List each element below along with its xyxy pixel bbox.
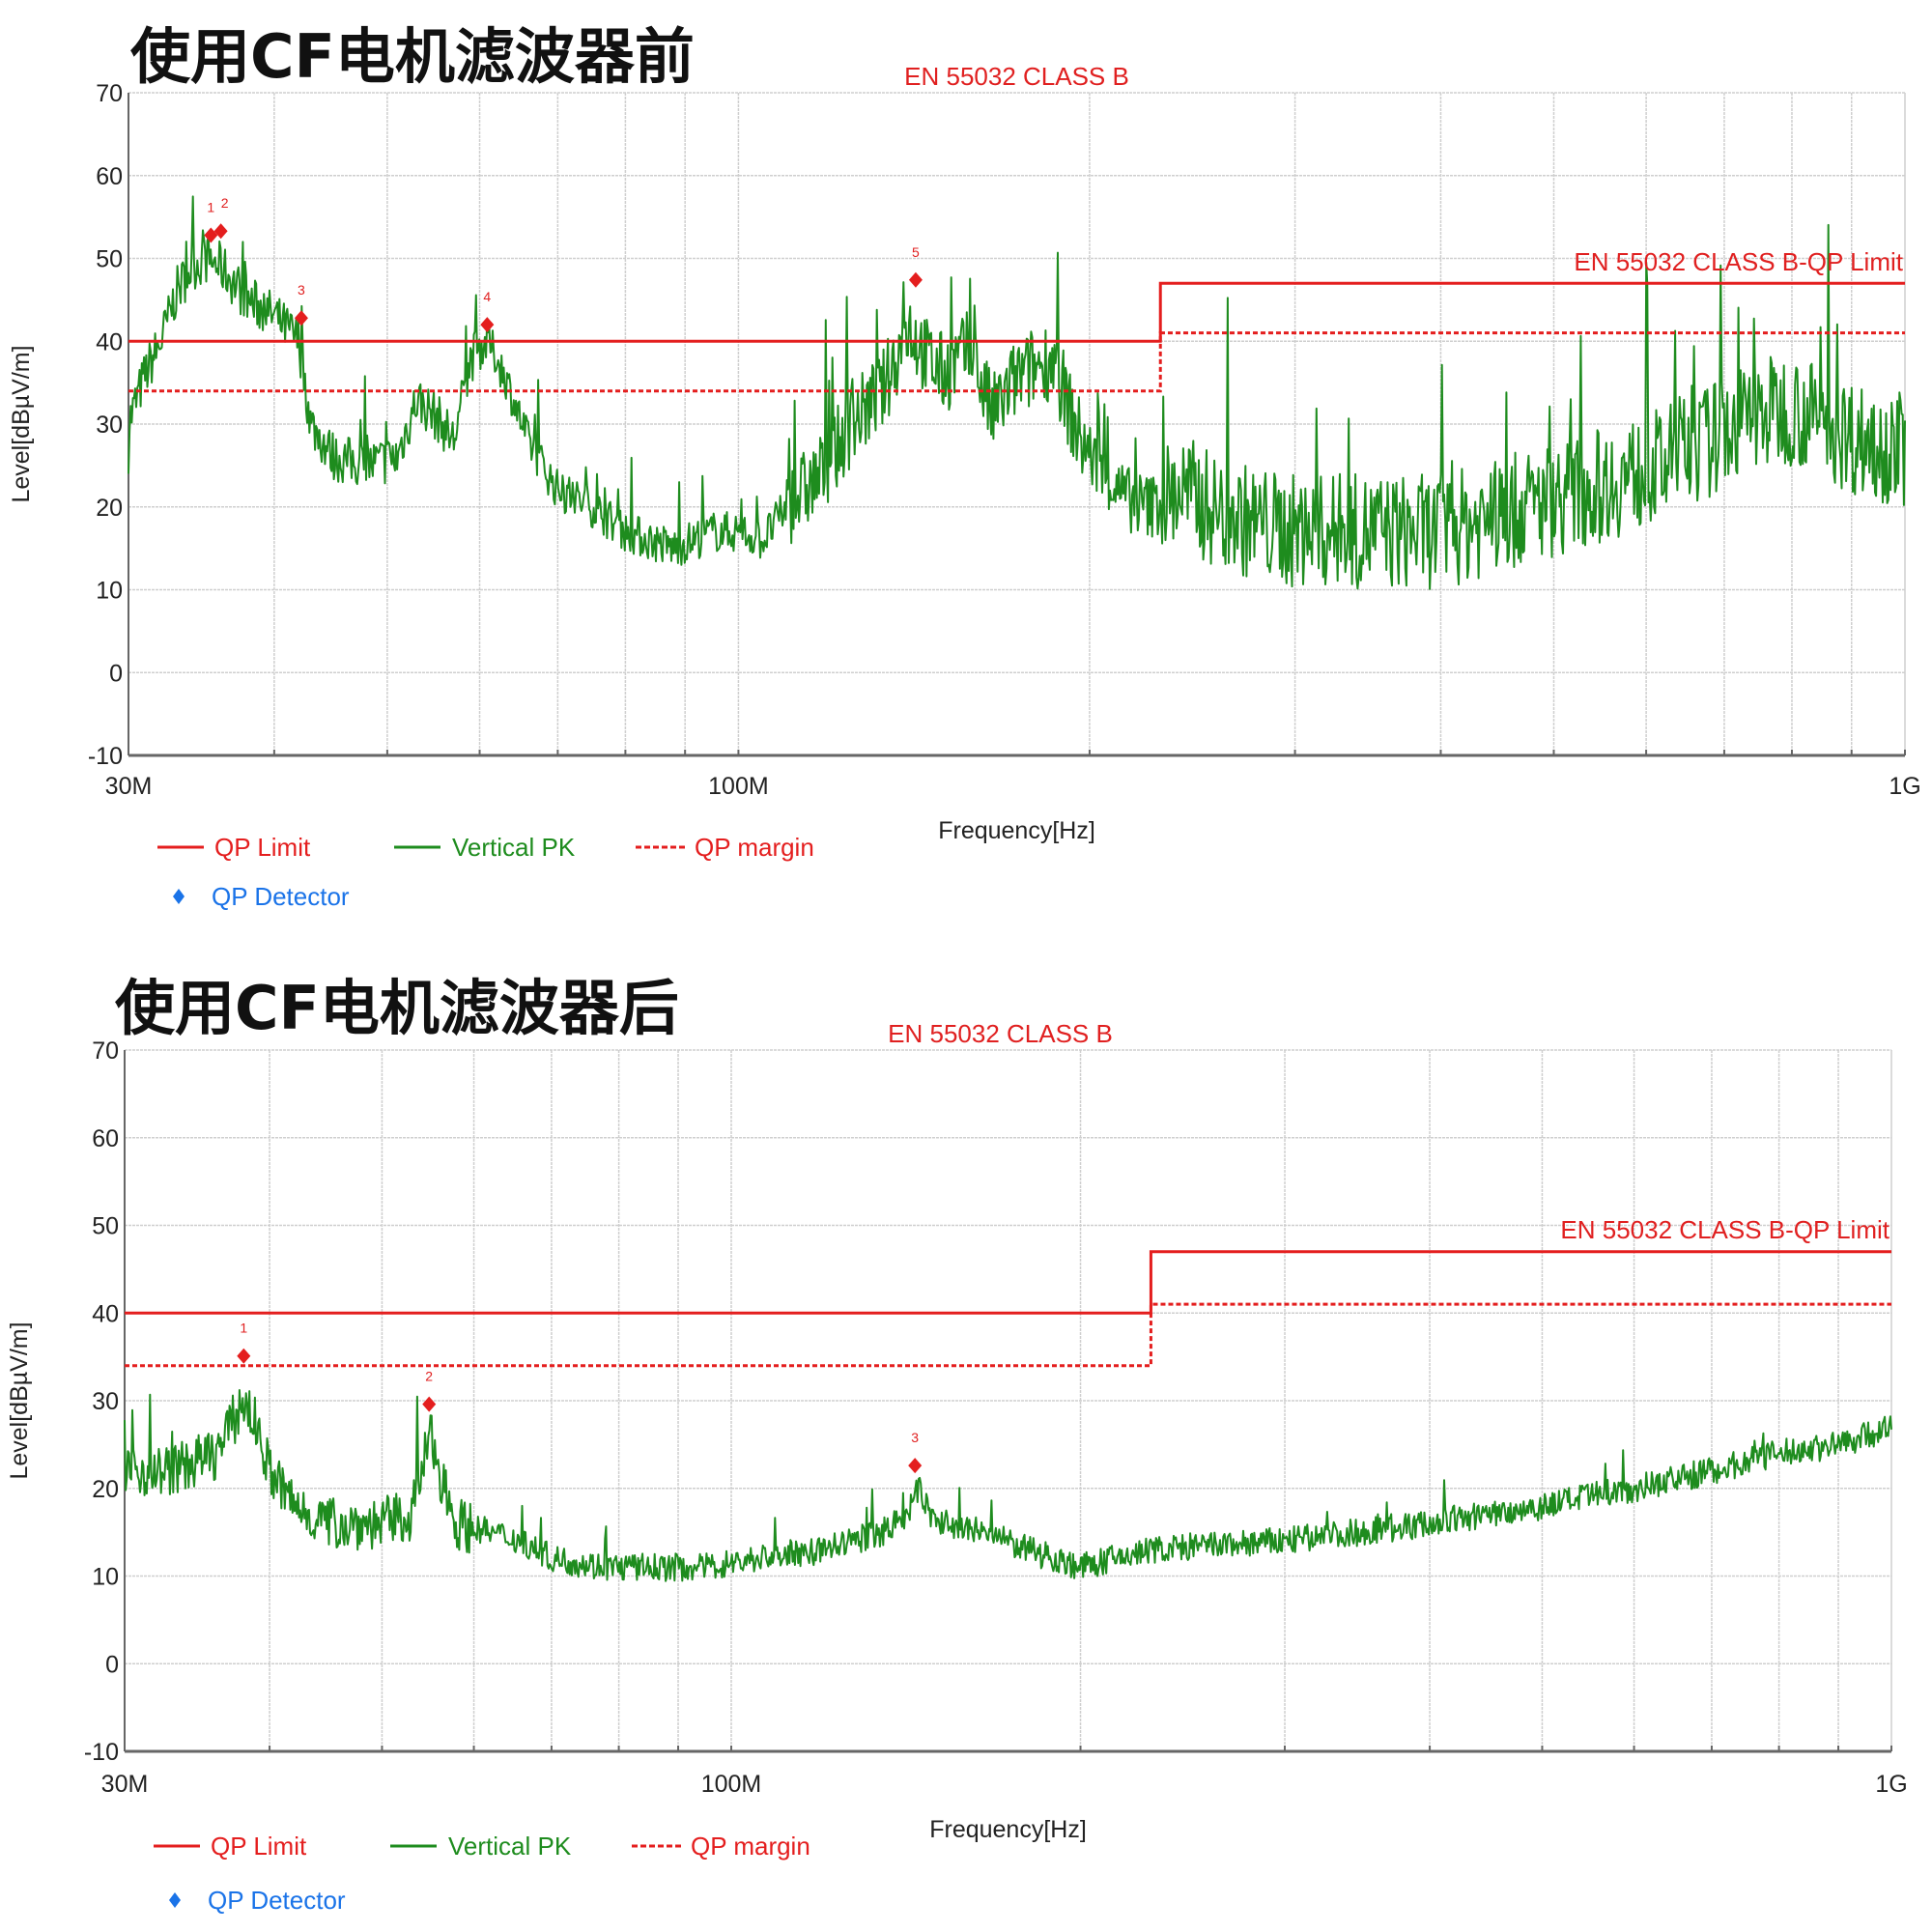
y-tick-label: 40 bbox=[92, 1300, 119, 1327]
y-tick-label: -10 bbox=[84, 1739, 119, 1766]
y-tick-label: 0 bbox=[109, 660, 123, 687]
legend-vertical-pk-label: Vertical PK bbox=[448, 1832, 572, 1861]
y-tick-label: 20 bbox=[96, 495, 123, 522]
legend-qp-detector-label: QP Detector bbox=[212, 882, 350, 911]
x-tick-label: 1G bbox=[1875, 1771, 1907, 1798]
y-tick-label: 10 bbox=[96, 578, 123, 605]
qp-detector-marker-label: 2 bbox=[221, 195, 229, 211]
y-tick-label: 50 bbox=[92, 1213, 119, 1240]
qp-limit-label: EN 55032 CLASS B-QP Limit bbox=[1574, 247, 1903, 276]
y-tick-label: 50 bbox=[96, 246, 123, 273]
y-tick-label: 60 bbox=[96, 163, 123, 190]
chart-2: 使用CF电机滤波器后 EN 55032 CLASS B -10 0 10 20 30 40 50… bbox=[6, 973, 1908, 1915]
chart-title: 使用CF电机滤波器前 bbox=[130, 21, 695, 92]
y-tick-label: 0 bbox=[105, 1651, 119, 1678]
qp-detector-marker bbox=[204, 227, 218, 243]
qp-detector-marker bbox=[908, 1458, 923, 1474]
legend: QP Limit Vertical PK QP margin QP Detector bbox=[154, 1832, 810, 1915]
x-tick-label: 30M bbox=[101, 1771, 149, 1798]
y-axis-label: Level[dBµV/m] bbox=[8, 345, 35, 502]
qp-detector-marker bbox=[237, 1348, 251, 1364]
chart-title: 使用CF电机滤波器后 bbox=[115, 973, 679, 1043]
standard-label: EN 55032 CLASS B bbox=[888, 1019, 1113, 1048]
legend-qp-margin-label: QP margin bbox=[691, 1832, 810, 1861]
chart-1: 使用CF电机滤波器前 EN 55032 CLASS B -10 0 10 20 30 40 50… bbox=[8, 21, 1921, 911]
x-tick-label: 100M bbox=[701, 1771, 762, 1798]
y-tick-label: 70 bbox=[92, 1037, 119, 1065]
qp-detector-marker-label: 3 bbox=[911, 1430, 919, 1445]
qp-detector-marker-label: 3 bbox=[298, 282, 305, 298]
legend: QP Limit Vertical PK QP margin QP Detector bbox=[157, 833, 814, 911]
y-tick-label: -10 bbox=[88, 743, 123, 770]
legend-qp-detector-icon bbox=[173, 889, 185, 904]
qp-detector-marker-label: 5 bbox=[912, 244, 920, 260]
y-tick-label: 30 bbox=[96, 412, 123, 439]
qp-limit-label: EN 55032 CLASS B-QP Limit bbox=[1560, 1215, 1889, 1244]
x-tick-label: 1G bbox=[1889, 773, 1920, 800]
standard-label: EN 55032 CLASS B bbox=[904, 62, 1129, 91]
y-tick-label: 10 bbox=[92, 1564, 119, 1591]
legend-qp-margin-label: QP margin bbox=[695, 833, 814, 862]
qp-margin-line bbox=[125, 1302, 1891, 1368]
y-axis-label: Level[dBµV/m] bbox=[6, 1321, 33, 1479]
legend-qp-detector-label: QP Detector bbox=[208, 1886, 346, 1915]
qp-limit-line bbox=[128, 281, 1905, 343]
x-tick-label: 30M bbox=[105, 773, 153, 800]
qp-detector-marker bbox=[422, 1396, 437, 1412]
qp-detector-marker bbox=[908, 271, 923, 288]
vertical-pk-trace bbox=[124, 1389, 1892, 1582]
legend-vertical-pk-label: Vertical PK bbox=[452, 833, 576, 862]
qp-detector-marker-label: 1 bbox=[207, 199, 214, 214]
x-axis-label: Frequency[Hz] bbox=[938, 817, 1095, 844]
y-tick-label: 70 bbox=[96, 80, 123, 107]
qp-detector-marker bbox=[480, 317, 495, 333]
qp-margin-line bbox=[128, 331, 1905, 393]
legend-qp-limit-label: QP Limit bbox=[214, 833, 311, 862]
legend-qp-limit-label: QP Limit bbox=[211, 1832, 307, 1861]
y-tick-label: 60 bbox=[92, 1125, 119, 1152]
y-tick-label: 20 bbox=[92, 1476, 119, 1503]
qp-detector-marker-label: 2 bbox=[425, 1369, 433, 1384]
x-axis-label: Frequency[Hz] bbox=[929, 1816, 1087, 1843]
vertical-pk-trace bbox=[128, 195, 1906, 590]
y-tick-label: 40 bbox=[96, 328, 123, 355]
qp-detector-marker bbox=[294, 310, 308, 327]
qp-detector-marker-label: 1 bbox=[240, 1321, 247, 1336]
qp-detector-marker bbox=[213, 223, 228, 240]
y-tick-label: 30 bbox=[92, 1388, 119, 1415]
qp-limit-line bbox=[125, 1250, 1891, 1315]
x-tick-label: 100M bbox=[708, 773, 769, 800]
legend-qp-detector-icon bbox=[169, 1892, 181, 1908]
qp-detector-marker-label: 4 bbox=[483, 289, 491, 304]
